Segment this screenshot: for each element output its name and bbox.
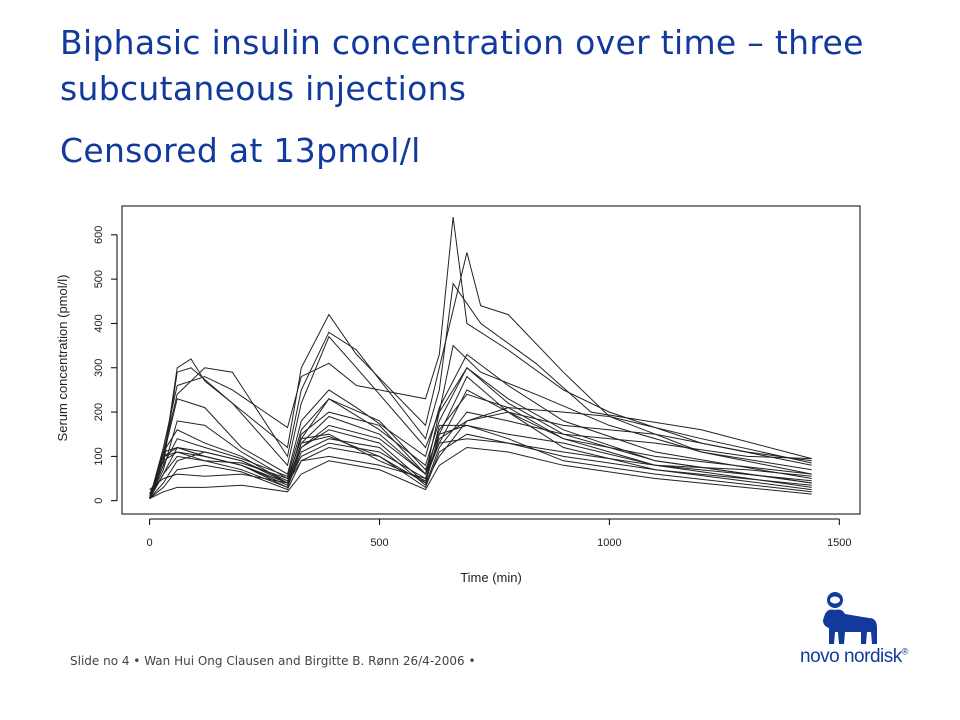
x-axis-label: Time (min) [460,570,522,585]
series-line-12 [149,433,812,499]
series-line-2 [149,252,812,499]
series-line-13 [149,424,812,499]
series-line-4 [149,335,812,497]
y-tick-label: 500 [93,270,105,288]
series-line-10 [149,407,812,499]
x-axis: 0 500 1000 1500 [147,518,852,549]
series-line-7 [149,389,812,499]
series-line-14 [149,438,812,490]
series-line-8 [149,411,812,495]
y-axis-label: Serum concentration (pmol/l) [55,275,70,442]
logo-trademark: ® [901,646,909,657]
x-tick-label: 1500 [827,537,851,549]
novo-nordisk-logo-icon [823,592,877,644]
series-line-15 [149,446,812,499]
line-chart: 0 500 1000 1500 0 100 200 300 400 500 600 Time (m… [55,205,861,585]
y-tick-label: 300 [93,359,105,377]
y-tick-label: 0 [93,498,105,504]
slide-footer: Slide no 4 • Wan Hui Ong Clausen and Bir… [70,654,476,668]
y-tick-label: 200 [93,403,105,421]
slide-title: Biphasic insulin concentration over time… [60,23,864,108]
plot-frame [121,205,861,515]
x-tick-label: 0 [147,537,153,549]
y-tick-label: 600 [93,226,105,244]
series-line-18 [149,375,812,499]
slide-subtitle: Censored at 13pmol/l [60,131,421,170]
series-line-16 [149,367,812,499]
series-group [149,217,812,499]
logo-wordmark: novo nordisk® [800,646,908,668]
logo-text: novo nordisk [800,646,902,667]
x-tick-label: 500 [370,537,388,549]
series-line-9 [149,411,812,499]
x-tick-label: 1000 [597,537,621,549]
y-tick-label: 100 [93,447,105,465]
y-axis: 0 100 200 300 400 500 600 [93,226,118,504]
series-line-1 [149,217,812,499]
series-line-6 [149,367,812,499]
series-line-5 [149,353,812,499]
series-line-17 [149,393,812,499]
y-tick-label: 400 [93,314,105,332]
series-line-3 [149,282,812,499]
